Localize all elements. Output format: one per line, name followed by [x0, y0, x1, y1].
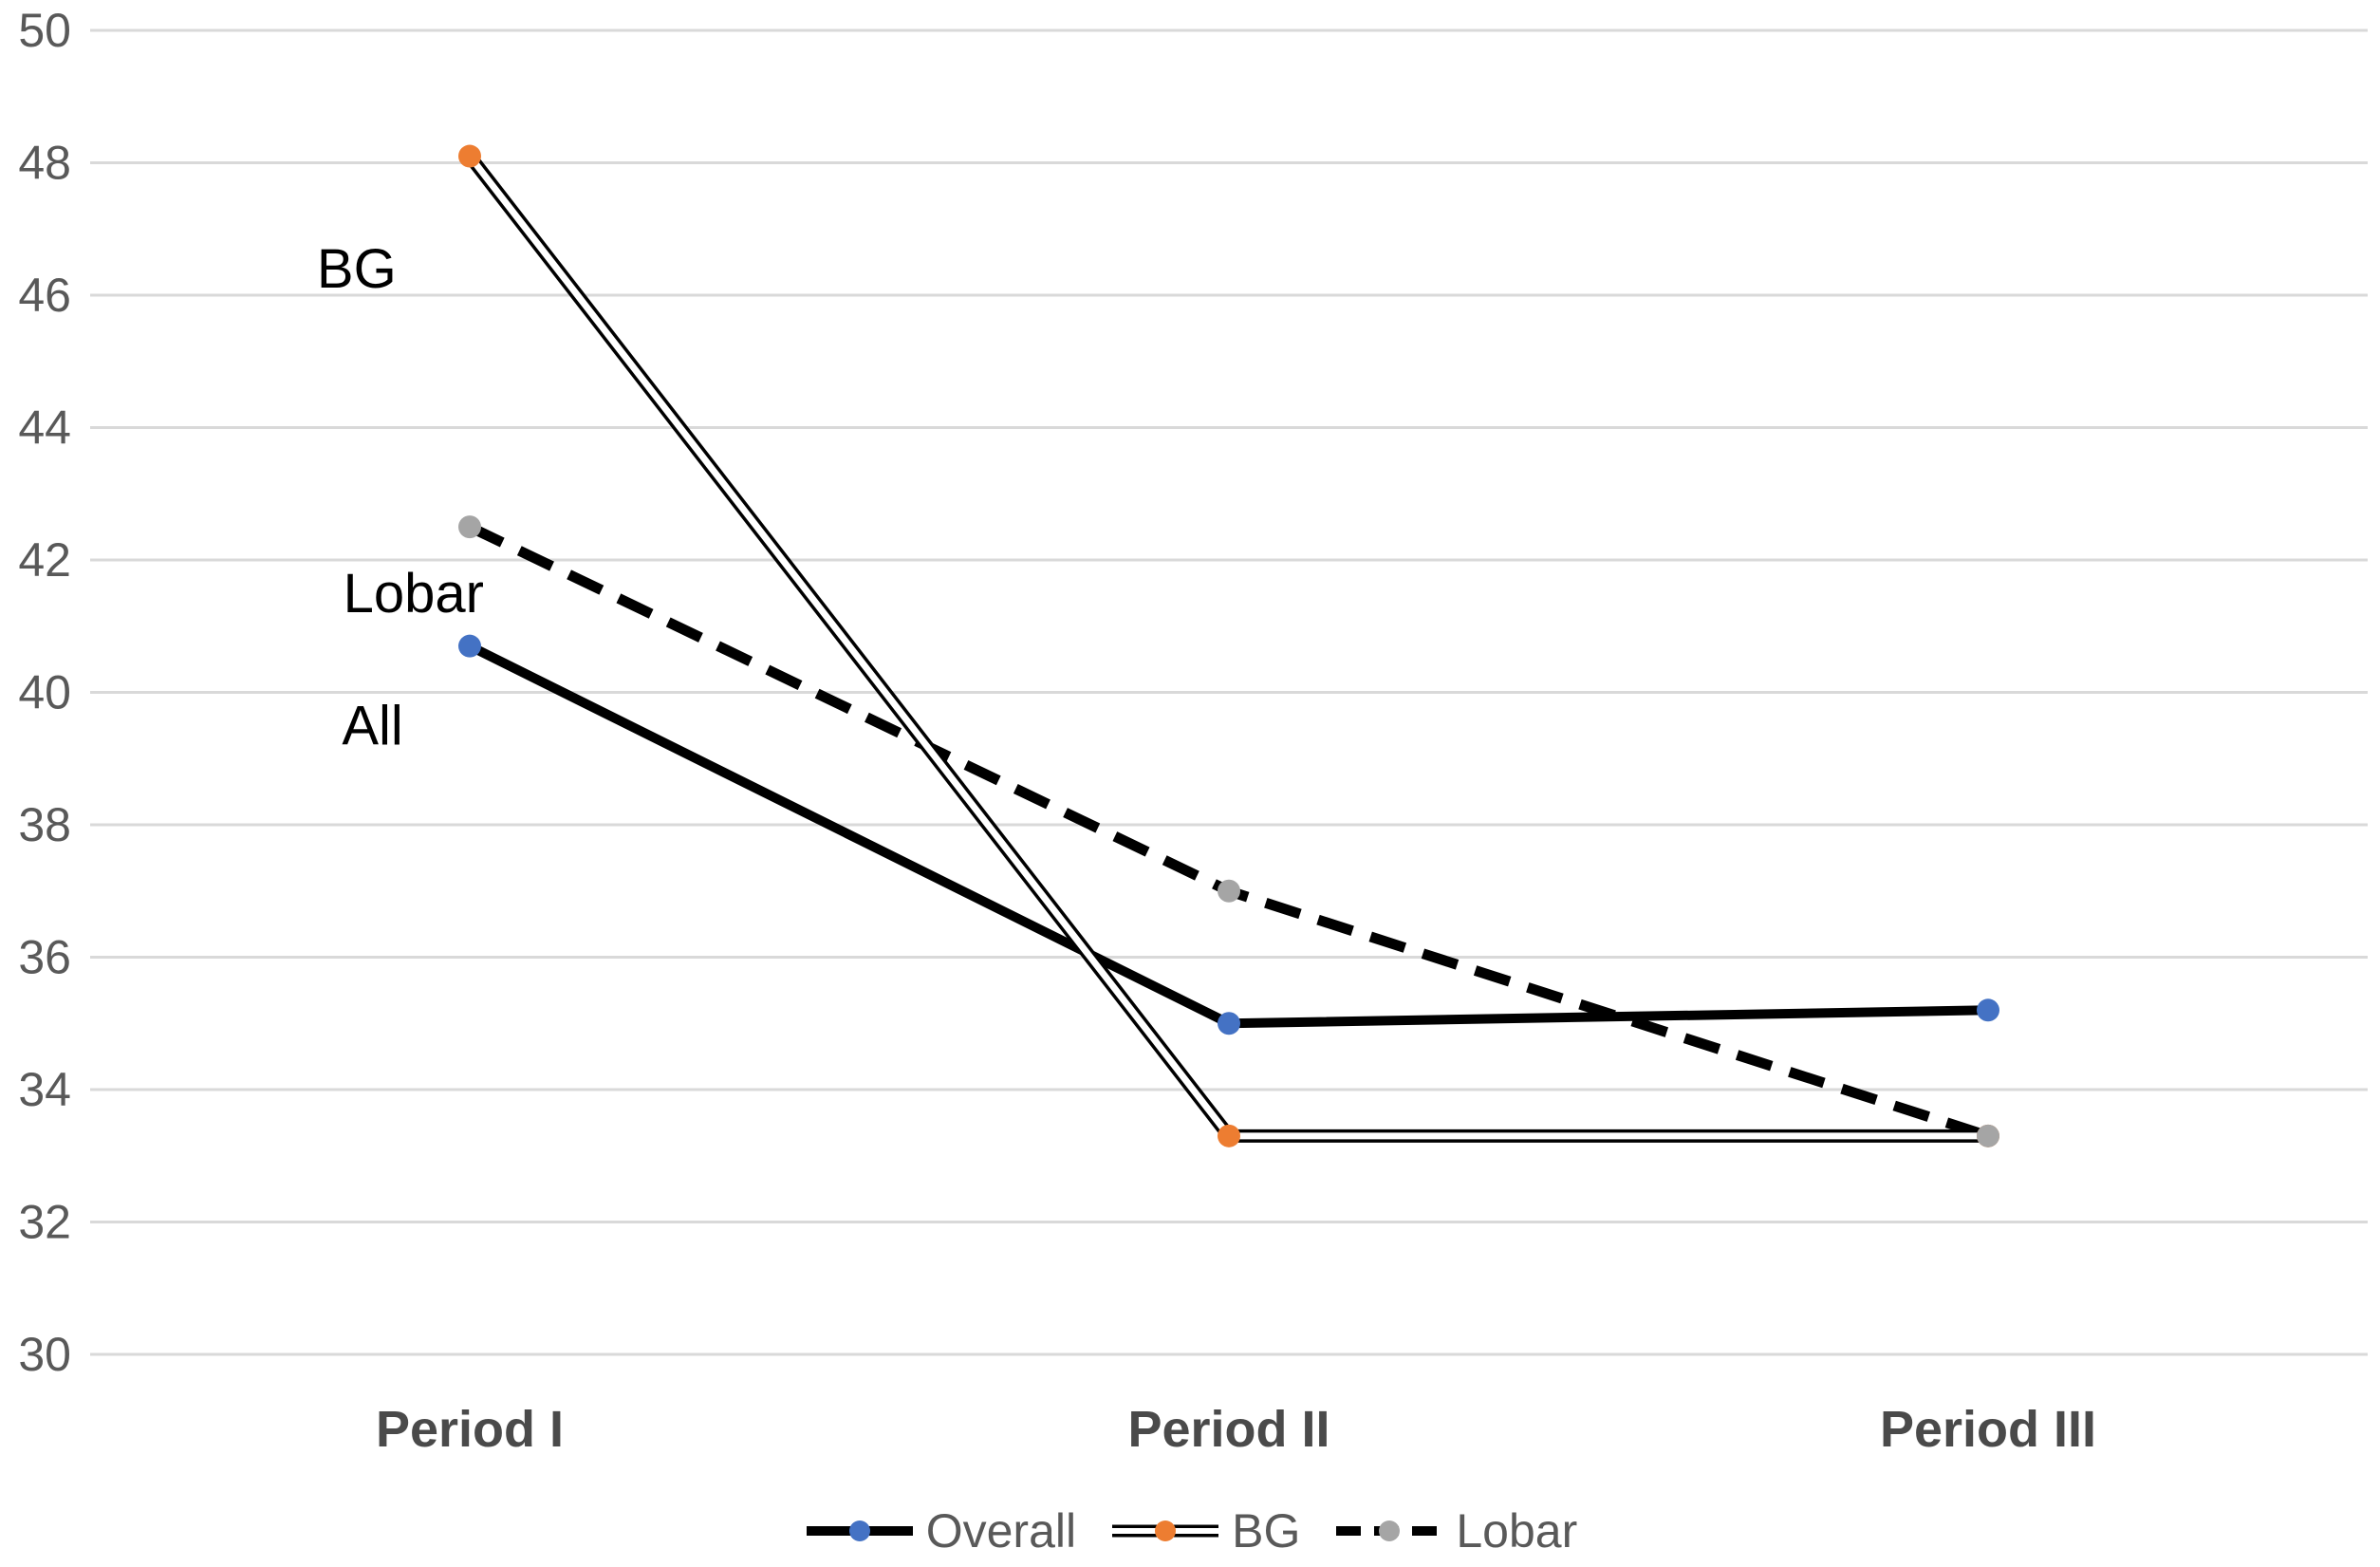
- y-tick-label: 50: [18, 4, 71, 57]
- legend-swatch-solid: [806, 1520, 913, 1541]
- data-point-bg-1: [458, 144, 481, 168]
- legend-swatch-dashed: [1336, 1520, 1443, 1541]
- y-tick-label: 44: [18, 401, 71, 455]
- y-tick-label: 30: [18, 1328, 71, 1381]
- y-tick-label: 46: [18, 269, 71, 322]
- legend-item-lobar: Lobar: [1332, 1507, 1577, 1555]
- legend-swatch-double: [1112, 1520, 1219, 1541]
- chart-legend: Overall BG Lobar: [0, 1507, 2380, 1555]
- y-tick-label: 32: [18, 1196, 71, 1249]
- data-point-overall-1: [458, 634, 481, 658]
- legend-marker: [1155, 1520, 1177, 1541]
- y-tick-label: 36: [18, 931, 71, 984]
- legend-label-bg: BG: [1232, 1504, 1301, 1558]
- legend-marker: [848, 1520, 870, 1541]
- series-annotation-bg: BG: [317, 238, 397, 300]
- data-point-lobar-1: [458, 515, 481, 539]
- x-category-label: Period II: [1127, 1401, 1329, 1458]
- x-category-label: Period I: [376, 1401, 564, 1458]
- data-point-lobar-3: [1977, 1124, 1999, 1147]
- series-line-overall: [467, 642, 1989, 1029]
- data-point-lobar-2: [1218, 879, 1240, 903]
- y-tick-label: 48: [18, 137, 71, 190]
- series-annotation-lobar: Lobar: [344, 563, 484, 625]
- legend-item-overall: Overall: [803, 1507, 1076, 1555]
- legend-item-bg: BG: [1108, 1507, 1300, 1555]
- data-point-overall-2: [1218, 1012, 1240, 1035]
- x-category-label: Period III: [1880, 1401, 2096, 1458]
- y-tick-label: 40: [18, 666, 71, 719]
- series-line-bg: [464, 152, 1988, 1143]
- y-tick-label: 38: [18, 798, 71, 851]
- data-point-bg-2: [1218, 1124, 1240, 1147]
- y-tick-label: 42: [18, 533, 71, 587]
- y-tick-label: 34: [18, 1063, 71, 1116]
- legend-label-lobar: Lobar: [1456, 1504, 1578, 1558]
- legend-label-overall: Overall: [925, 1504, 1077, 1558]
- series-line-lobar: [467, 522, 1990, 1142]
- data-point-overall-3: [1977, 998, 1999, 1022]
- series-line-bg-inner: [467, 154, 1988, 1140]
- legend-marker: [1379, 1520, 1401, 1541]
- series-annotation-all: All: [342, 695, 402, 756]
